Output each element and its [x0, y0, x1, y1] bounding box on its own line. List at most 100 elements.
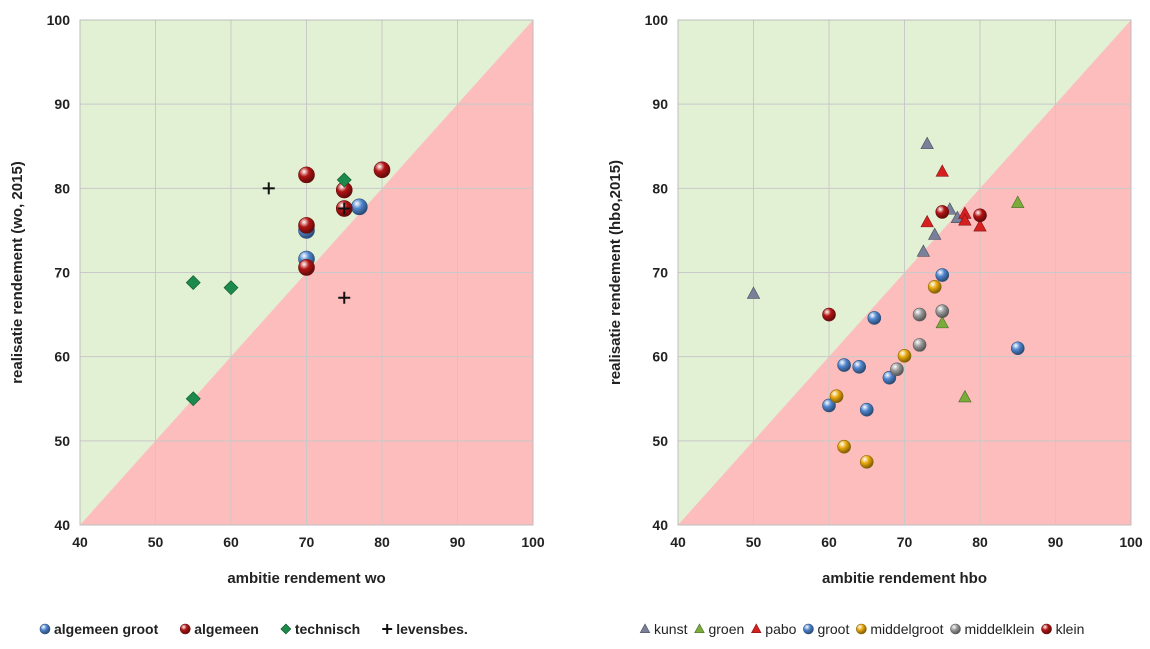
- x-tick-label: 70: [299, 534, 315, 550]
- data-point: [920, 136, 934, 149]
- y-tick-label: 80: [652, 180, 668, 196]
- x-tick-label: 70: [897, 534, 913, 550]
- data-point: [338, 291, 351, 304]
- data-point: [958, 213, 972, 226]
- data-point: [928, 227, 942, 240]
- legend-label: middelgroot: [870, 621, 943, 637]
- data-point: [639, 623, 651, 634]
- y-axis-title: realisatie rendement (wo, 2015): [9, 161, 26, 384]
- legend-item: algemeen: [179, 621, 259, 637]
- data-point: [897, 349, 912, 363]
- plot-frame: [677, 19, 1132, 526]
- x-tick-label: 60: [821, 534, 837, 550]
- series-groot: [822, 268, 1025, 417]
- data-point: [852, 359, 867, 374]
- x-axis-title: ambitie rendement hbo: [822, 570, 987, 587]
- data-point: [382, 624, 393, 634]
- data-point: [973, 219, 987, 232]
- data-point: [837, 439, 851, 454]
- y-tick-label: 50: [54, 433, 70, 449]
- data-point: [298, 217, 315, 234]
- data-point: [867, 311, 882, 325]
- data-point: [1010, 341, 1025, 356]
- legend-label: groot: [817, 621, 849, 637]
- legend-label: algemeen: [194, 621, 259, 637]
- legend-label: pabo: [765, 621, 796, 637]
- data-point: [351, 198, 368, 216]
- legend: algemeen groot algemeen technisch levensbes…: [39, 621, 468, 637]
- x-tick-label: 50: [746, 534, 762, 550]
- y-tick-label: 80: [54, 180, 70, 196]
- series-technisch: [185, 172, 352, 407]
- data-point: [185, 391, 201, 407]
- y-tick-label: 100: [645, 12, 669, 28]
- plot-frame: [79, 19, 534, 526]
- data-point: [859, 402, 874, 417]
- legend-label: levensbes.: [396, 621, 468, 637]
- data-point: [373, 161, 391, 179]
- x-tick-label: 80: [972, 534, 988, 550]
- data-point: [829, 389, 844, 404]
- data-point: [1011, 195, 1025, 208]
- legend-label: algemeen groot: [54, 621, 159, 637]
- y-tick-label: 50: [652, 433, 668, 449]
- data-point: [822, 398, 836, 413]
- data-point: [280, 623, 292, 635]
- data-point: [935, 304, 950, 319]
- y-tick-label: 40: [652, 517, 668, 533]
- y-tick-label: 40: [54, 517, 70, 533]
- series-pabo: [920, 164, 987, 232]
- data-point: [950, 623, 961, 635]
- x-tick-label: 40: [72, 534, 88, 550]
- legend-item: levensbes.: [382, 621, 468, 637]
- data-point: [935, 205, 950, 219]
- data-point: [803, 623, 814, 635]
- data-point: [746, 286, 761, 299]
- y-tick-label: 100: [47, 12, 71, 28]
- legend-item: middelklein: [950, 621, 1035, 637]
- x-tick-label: 100: [521, 534, 545, 550]
- y-tick-label: 90: [652, 96, 668, 112]
- series-levensbes: [262, 182, 351, 304]
- data-point: [185, 275, 201, 291]
- x-axis-title: ambitie rendement wo: [227, 570, 385, 587]
- data-point: [912, 307, 927, 322]
- data-point: [890, 362, 904, 377]
- data-point: [179, 623, 191, 635]
- data-point: [927, 280, 942, 294]
- legend-label: klein: [1056, 621, 1085, 637]
- legend-item: pabo: [751, 621, 797, 637]
- data-point: [935, 268, 950, 282]
- data-point: [298, 166, 315, 184]
- x-tick-label: 50: [148, 534, 164, 550]
- x-tick-label: 80: [374, 534, 390, 550]
- data-point: [298, 259, 315, 276]
- chart-panel-2: 40 50 60 70 80 90 100 40 50 60 70 80 90 100 ambitie re…: [607, 12, 1143, 637]
- series-groen: [935, 195, 1025, 403]
- legend-label: kunst: [654, 621, 688, 637]
- legend-item: technisch: [280, 621, 360, 637]
- data-point: [912, 338, 927, 352]
- chart-panel-1: 40 50 60 70 80 90 100 40 50 60 70 80 90 100 ambitie re…: [9, 12, 545, 637]
- y-tick-label: 70: [54, 265, 70, 281]
- legend-item: kunst: [639, 621, 688, 637]
- data-point: [973, 208, 987, 223]
- legend-item: middelgroot: [856, 621, 944, 637]
- data-point: [336, 172, 352, 188]
- series-middelgroot: [829, 280, 942, 469]
- y-tick-label: 90: [54, 96, 70, 112]
- data-point: [822, 307, 836, 322]
- y-tick-label: 60: [652, 349, 668, 365]
- series-klein: [822, 205, 987, 322]
- data-point: [837, 358, 851, 372]
- data-point: [920, 214, 934, 228]
- x-tick-label: 90: [1048, 534, 1064, 550]
- x-tick-label: 60: [223, 534, 239, 550]
- data-point: [39, 623, 51, 635]
- legend-item: groot: [803, 621, 849, 637]
- legend-item: algemeen groot: [39, 621, 159, 637]
- series-kunst: [746, 136, 965, 299]
- x-tick-label: 90: [450, 534, 466, 550]
